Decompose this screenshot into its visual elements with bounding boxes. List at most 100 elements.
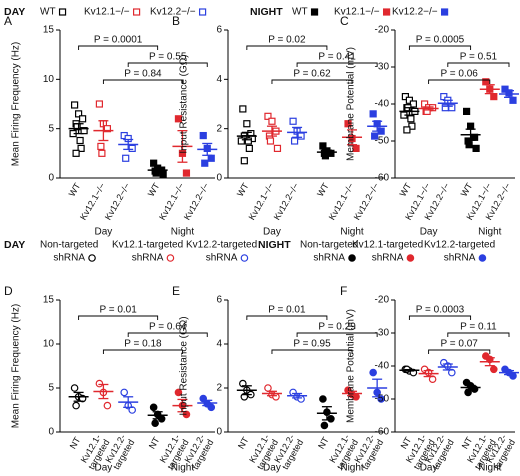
data-point [320, 421, 329, 430]
legend-label: WT [40, 7, 56, 18]
data-point [463, 107, 471, 116]
y-axis-title: Mean Firing Frequency (Hz) [11, 304, 22, 428]
group-label: Day [420, 463, 438, 474]
p-value: P = 0.07 [441, 339, 479, 350]
data-point [199, 131, 207, 140]
p-value: P = 0.01 [268, 305, 306, 316]
data-point [501, 85, 509, 93]
legend-marker [198, 8, 207, 16]
data-point [407, 115, 415, 123]
p-value: P = 0.95 [293, 339, 331, 350]
y-tick-label: 15 [43, 25, 55, 36]
group-label: Night [478, 463, 502, 474]
significance-bracket [447, 62, 510, 67]
p-value: P = 0.62 [293, 69, 331, 80]
p-value: P = 0.18 [124, 339, 162, 350]
significance-bracket [428, 349, 491, 354]
data-point [441, 104, 449, 112]
legend-label: Kv12.2-targeted [424, 240, 495, 251]
data-point [97, 142, 105, 151]
data-point [239, 105, 247, 113]
data-point [103, 125, 112, 133]
legend-title: DAY [4, 6, 25, 18]
significance-bracket [102, 349, 183, 354]
significance-bracket [447, 332, 510, 337]
legend-marker [58, 8, 67, 16]
legend-marker [132, 8, 141, 16]
y-tick-label: 2 [216, 383, 222, 394]
legend-marker [406, 254, 415, 262]
legend-marker [382, 8, 391, 16]
data-point [72, 401, 80, 410]
legend-label: shRNA [372, 253, 404, 264]
significance-bracket [127, 62, 208, 67]
p-value: P = 0.51 [460, 52, 498, 63]
y-tick-label: 5 [48, 383, 54, 394]
group-label: Night [340, 227, 364, 238]
legend-marker [166, 254, 175, 262]
legend-label: Kv12.1−/− [334, 7, 380, 18]
y-tick-label: -30 [375, 62, 390, 73]
panel-letter: D [4, 284, 13, 298]
legend-label: shRNA [313, 253, 345, 264]
data-point [464, 388, 472, 397]
panel-letter: F [340, 284, 347, 298]
legend-label: Kv12.1-targeted [112, 240, 183, 251]
data-point [272, 392, 280, 401]
data-point [440, 92, 448, 101]
p-value: P = 0.0001 [94, 35, 143, 46]
panel-letter: E [172, 284, 180, 298]
significance-bracket [271, 349, 353, 354]
data-point [319, 395, 327, 403]
data-point [297, 132, 305, 140]
y-tick-label: -40 [375, 361, 390, 372]
data-point [465, 141, 473, 149]
legend-marker [348, 254, 356, 262]
p-value: P = 0.11 [460, 322, 497, 333]
data-point [264, 112, 272, 120]
significance-bracket [271, 79, 353, 84]
data-point [128, 144, 136, 152]
data-point [78, 115, 87, 123]
y-tick-label: -40 [375, 99, 390, 110]
data-point [352, 144, 360, 152]
group-label: Day [263, 463, 281, 474]
significance-bracket [78, 315, 159, 320]
legend-marker [88, 254, 96, 262]
group-label: Day [420, 227, 438, 238]
data-point [319, 142, 327, 150]
legend-label: Kv12.2-targeted [186, 240, 257, 251]
data-point [290, 137, 299, 145]
group-label: Night [171, 463, 195, 474]
data-point [467, 122, 475, 130]
legend-marker [310, 8, 319, 16]
y-tick-label: 0 [48, 173, 54, 184]
y-tick-label: 6 [216, 25, 222, 36]
data-point [245, 144, 253, 152]
y-tick-label: 5 [48, 123, 54, 134]
p-value: P = 0.01 [99, 305, 137, 316]
y-tick-label: 4 [216, 339, 222, 350]
data-point [120, 388, 129, 397]
significance-bracket [246, 45, 328, 50]
y-tick-label: 10 [43, 339, 55, 350]
data-point [266, 137, 275, 145]
legend-label: shRNA [206, 253, 238, 264]
y-axis-title: Input Resistance (GΩ) [179, 54, 190, 153]
significance-bracket [296, 332, 378, 337]
data-point [268, 117, 276, 125]
data-point [74, 110, 83, 118]
y-tick-label: 0 [216, 173, 222, 184]
data-point [95, 100, 104, 108]
data-point [409, 100, 417, 108]
y-tick-label: -50 [375, 394, 390, 405]
data-point [244, 137, 252, 145]
data-point [405, 96, 413, 104]
p-value: P = 0.0003 [416, 305, 465, 316]
data-point [151, 419, 159, 428]
y-axis-title: Mean Firing Frequency (Hz) [11, 42, 22, 166]
y-tick-label: -60 [375, 427, 390, 438]
y-tick-label: 0 [48, 427, 54, 438]
p-value: P = 0.41 [318, 52, 356, 63]
